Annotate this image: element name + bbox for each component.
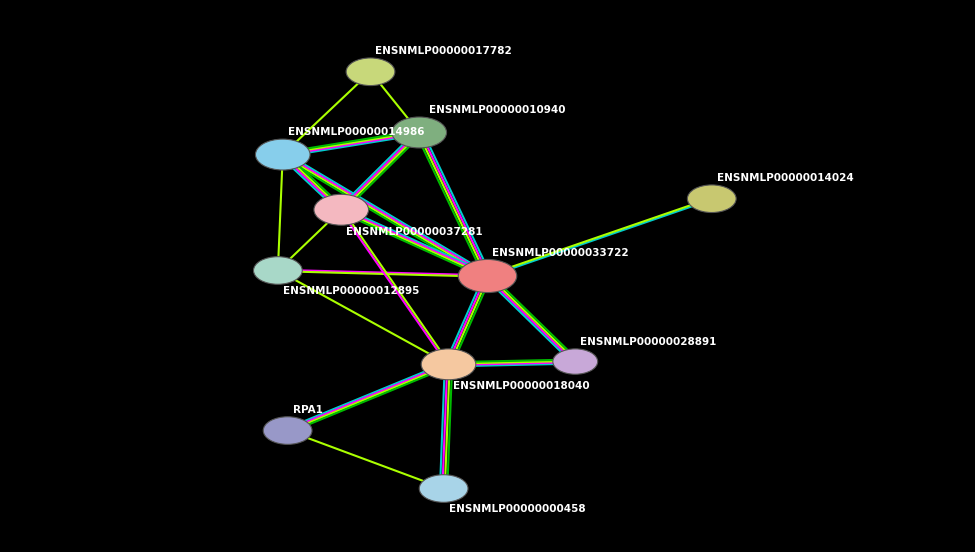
Text: ENSNMLP00000017782: ENSNMLP00000017782 <box>375 46 512 56</box>
Circle shape <box>458 259 517 293</box>
Circle shape <box>421 349 476 380</box>
Text: ENSNMLP00000014986: ENSNMLP00000014986 <box>288 128 424 137</box>
Circle shape <box>263 417 312 444</box>
Circle shape <box>346 58 395 86</box>
Text: ENSNMLP00000028891: ENSNMLP00000028891 <box>580 337 717 347</box>
Circle shape <box>392 117 447 148</box>
Circle shape <box>419 475 468 502</box>
Text: ENSNMLP00000033722: ENSNMLP00000033722 <box>492 248 629 258</box>
Text: ENSNMLP00000014024: ENSNMLP00000014024 <box>717 173 853 183</box>
Text: ENSNMLP00000000458: ENSNMLP00000000458 <box>448 504 585 514</box>
Circle shape <box>255 139 310 170</box>
Text: RPA1: RPA1 <box>292 405 323 415</box>
Circle shape <box>254 257 302 284</box>
Text: ENSNMLP00000037281: ENSNMLP00000037281 <box>346 227 483 237</box>
Text: ENSNMLP00000010940: ENSNMLP00000010940 <box>429 105 566 115</box>
Circle shape <box>314 194 369 225</box>
Text: ENSNMLP00000018040: ENSNMLP00000018040 <box>453 381 590 391</box>
Circle shape <box>687 185 736 213</box>
Text: ENSNMLP00000012895: ENSNMLP00000012895 <box>283 286 419 296</box>
Circle shape <box>553 349 598 374</box>
